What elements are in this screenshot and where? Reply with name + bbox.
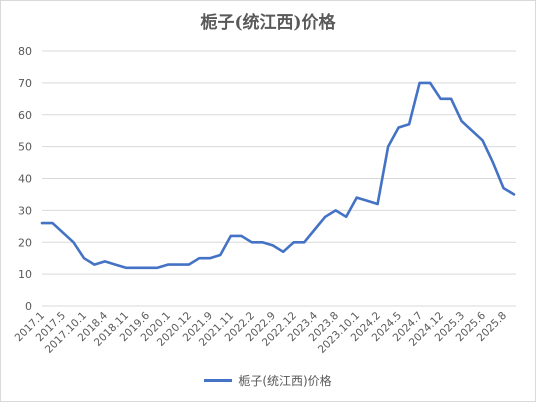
data-point xyxy=(156,267,159,269)
data-point xyxy=(240,235,243,237)
data-point xyxy=(471,129,473,132)
legend-swatch xyxy=(204,379,233,382)
data-point xyxy=(41,222,43,224)
data-point xyxy=(429,82,431,84)
data-point xyxy=(219,254,222,256)
legend-label: 栀子(统江西)价格 xyxy=(238,374,332,388)
data-point xyxy=(177,263,180,266)
data-point xyxy=(418,82,421,84)
data-point xyxy=(83,257,85,260)
series-line xyxy=(40,81,516,270)
data-point xyxy=(135,267,138,269)
data-point xyxy=(261,241,264,244)
data-point xyxy=(408,123,410,126)
data-point xyxy=(282,251,285,253)
data-point xyxy=(345,216,348,218)
data-point xyxy=(93,263,96,266)
data-point xyxy=(460,120,463,122)
data-point xyxy=(324,216,327,218)
data-point xyxy=(397,126,400,129)
data-point xyxy=(334,209,337,212)
data-point xyxy=(292,241,295,244)
data-point xyxy=(72,241,75,244)
data-point xyxy=(198,257,201,260)
data-point xyxy=(366,200,369,202)
data-point xyxy=(62,231,64,234)
data-point xyxy=(209,257,211,260)
y-tick-label: 20 xyxy=(18,236,32,249)
data-point xyxy=(450,98,452,100)
y-tick-label: 50 xyxy=(18,141,32,154)
y-tick-label: 0 xyxy=(25,300,32,313)
data-point xyxy=(439,98,442,100)
data-point xyxy=(104,260,106,263)
data-point xyxy=(502,187,505,189)
data-point xyxy=(230,235,232,237)
data-point xyxy=(481,139,484,142)
data-point xyxy=(51,222,54,224)
y-tick-label: 60 xyxy=(18,109,32,122)
chart-legend: 栀子(统江西)价格 xyxy=(0,372,536,389)
y-tick-label: 40 xyxy=(18,173,32,186)
y-tick-label: 10 xyxy=(18,268,32,281)
data-point xyxy=(492,161,494,164)
y-tick-label: 80 xyxy=(18,45,32,58)
y-tick-label: 70 xyxy=(18,77,32,90)
data-point xyxy=(167,263,169,266)
data-point xyxy=(376,203,379,205)
data-point xyxy=(188,263,190,266)
data-point xyxy=(114,263,117,266)
data-point xyxy=(313,228,316,231)
data-point xyxy=(387,145,389,148)
data-point xyxy=(513,193,515,196)
data-point xyxy=(303,241,306,244)
y-tick-label: 30 xyxy=(18,204,32,217)
data-point xyxy=(272,244,274,247)
data-point xyxy=(146,267,148,269)
data-point xyxy=(125,267,127,269)
data-point xyxy=(355,196,358,199)
chart-title: 栀子(统江西)价格 xyxy=(200,13,336,33)
data-point xyxy=(251,241,253,244)
